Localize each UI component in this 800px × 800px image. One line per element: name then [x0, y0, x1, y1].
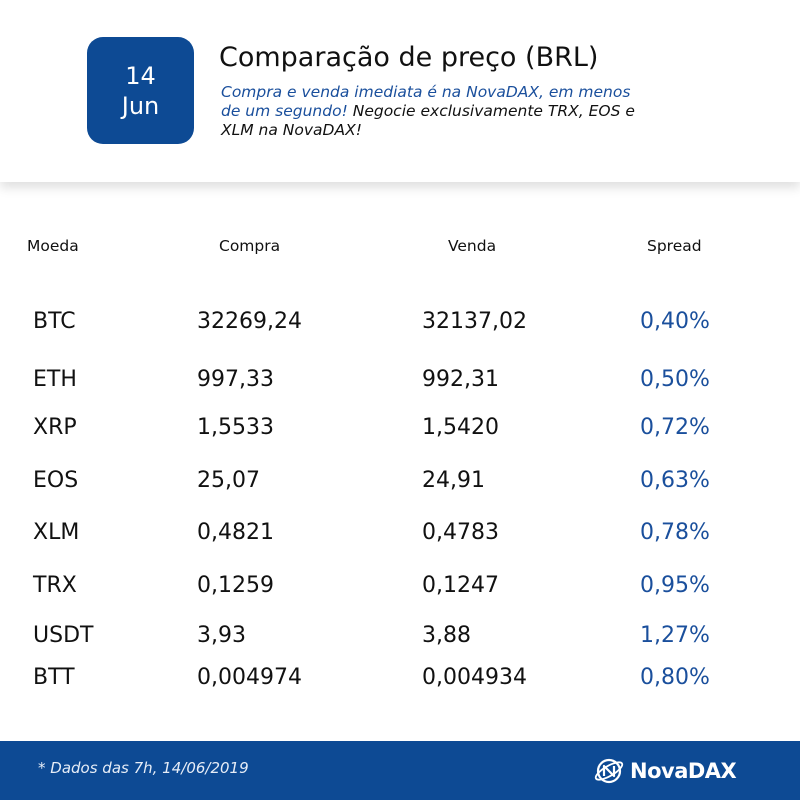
- brand-name: NovaDAX: [630, 759, 737, 783]
- table-row: ETH 997,33 992,31 0,50%: [0, 364, 800, 396]
- cell-sell: 992,31: [422, 367, 499, 392]
- cell-spread: 0,50%: [640, 367, 710, 392]
- cell-buy: 1,5533: [197, 415, 274, 440]
- date-badge: 14 Jun: [87, 37, 194, 144]
- cell-sell: 24,91: [422, 468, 485, 493]
- table-row: EOS 25,07 24,91 0,63%: [0, 465, 800, 497]
- cell-coin: BTT: [33, 665, 75, 690]
- cell-coin: TRX: [33, 573, 77, 598]
- table-row: XLM 0,4821 0,4783 0,78%: [0, 517, 800, 549]
- cell-buy: 3,93: [197, 623, 246, 648]
- cell-buy: 0,4821: [197, 520, 274, 545]
- date-month: Jun: [121, 91, 160, 120]
- cell-coin: ETH: [33, 367, 77, 392]
- cell-coin: XLM: [33, 520, 80, 545]
- cell-spread: 1,27%: [640, 623, 710, 648]
- table-row: XRP 1,5533 1,5420 0,72%: [0, 412, 800, 444]
- column-header-coin: Moeda: [27, 237, 79, 255]
- cell-coin: XRP: [33, 415, 77, 440]
- page-title: Comparação de preço (BRL): [219, 42, 599, 73]
- subtitle-highlight: Compra e venda imediata é na NovaDAX, em…: [221, 83, 631, 120]
- cell-spread: 0,80%: [640, 665, 710, 690]
- cell-sell: 32137,02: [422, 309, 527, 334]
- cell-spread: 0,72%: [640, 415, 710, 440]
- cell-buy: 25,07: [197, 468, 260, 493]
- subtitle: Compra e venda imediata é na NovaDAX, em…: [221, 83, 641, 140]
- cell-buy: 997,33: [197, 367, 274, 392]
- cell-coin: EOS: [33, 468, 79, 493]
- cell-spread: 0,95%: [640, 573, 710, 598]
- table-row: TRX 0,1259 0,1247 0,95%: [0, 570, 800, 602]
- table-row: BTC 32269,24 32137,02 0,40%: [0, 306, 800, 338]
- cell-sell: 0,4783: [422, 520, 499, 545]
- date-day: 14: [125, 61, 156, 90]
- table-row: USDT 3,93 3,88 1,27%: [0, 620, 800, 652]
- cell-sell: 0,004934: [422, 665, 527, 690]
- brand-logo: NovaDAX: [594, 756, 737, 786]
- header: 14 Jun Comparação de preço (BRL) Compra …: [0, 0, 800, 182]
- cell-spread: 0,63%: [640, 468, 710, 493]
- subtitle-rest: Negocie exclusivamente TRX, EOS e XLM na…: [221, 102, 635, 139]
- cell-coin: USDT: [33, 623, 94, 648]
- cell-spread: 0,78%: [640, 520, 710, 545]
- cell-sell: 0,1247: [422, 573, 499, 598]
- column-header-sell: Venda: [448, 237, 497, 255]
- cell-spread: 0,40%: [640, 309, 710, 334]
- footer: * Dados das 7h, 14/06/2019 NovaDAX: [0, 741, 800, 800]
- cell-buy: 0,1259: [197, 573, 274, 598]
- column-header-spread: Spread: [647, 237, 702, 255]
- cell-sell: 1,5420: [422, 415, 499, 440]
- cell-sell: 3,88: [422, 623, 471, 648]
- cell-coin: BTC: [33, 309, 76, 334]
- novadax-logo-icon: [594, 758, 624, 784]
- column-header-buy: Compra: [219, 237, 281, 255]
- table-row: BTT 0,004974 0,004934 0,80%: [0, 662, 800, 694]
- footnote: * Dados das 7h, 14/06/2019: [38, 759, 249, 777]
- cell-buy: 32269,24: [197, 309, 302, 334]
- cell-buy: 0,004974: [197, 665, 302, 690]
